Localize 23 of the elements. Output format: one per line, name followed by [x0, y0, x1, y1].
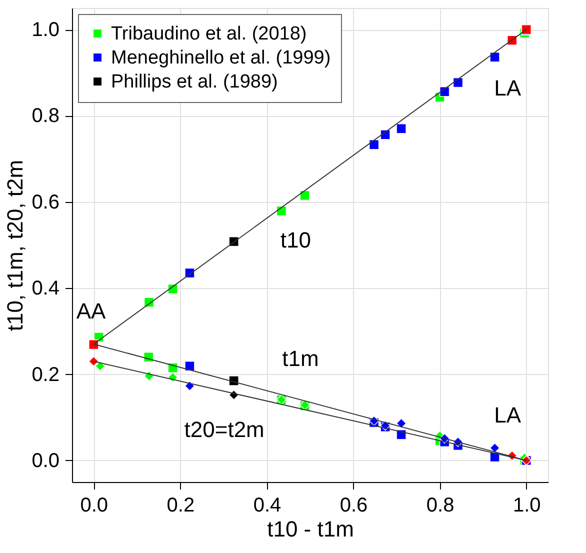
annotation: LA [494, 76, 522, 101]
legend-label: Tribaudino et al. (2018) [111, 24, 307, 44]
annotation: t1m [282, 346, 319, 371]
annotation: AA [76, 298, 106, 324]
annotation: LA [494, 402, 522, 428]
y-tick-label: 0.4 [32, 278, 60, 300]
y-tick-label: 0.2 [32, 364, 60, 386]
annotation: t10 [280, 227, 312, 252]
y-tick-label: 0.8 [32, 105, 60, 128]
annotation: t20=t2m [184, 416, 264, 442]
x-tick-label: 0.2 [166, 494, 195, 516]
x-tick-label: 1.0 [512, 494, 541, 516]
y-tick-label: 0.6 [32, 191, 60, 214]
x-tick-label: 0.4 [253, 494, 282, 516]
legend-label: Phillips et al. (1989) [111, 72, 278, 92]
legend-label: Meneghinello et al. (1999) [111, 48, 331, 68]
y-axis-title: t10, t1m, t20, t2m [2, 160, 28, 332]
x-tick-label: 0.6 [340, 494, 368, 516]
x-tick-label: 0.0 [80, 494, 108, 516]
y-tick-label: 0.0 [32, 450, 60, 472]
y-tick-label: 1.0 [32, 19, 60, 42]
x-tick-label: 0.8 [426, 494, 454, 516]
x-axis-title: t10 - t1m [267, 516, 354, 542]
